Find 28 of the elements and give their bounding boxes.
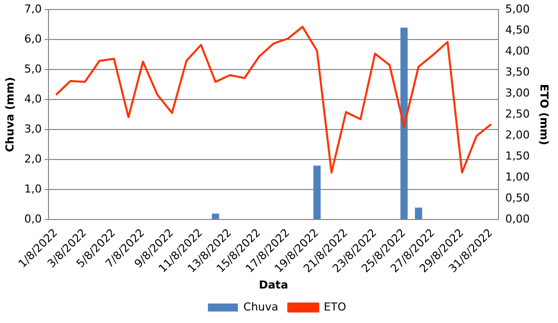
y-tick-label: 2,0 [24,152,42,166]
y-tick-label: 3,0 [24,122,42,136]
y-tick-label: 6,0 [24,32,42,46]
y2-tick-label: 0,00 [505,212,530,226]
y2-tick-label: 2,00 [505,128,530,142]
y2-tick-label: 0,50 [505,191,530,204]
y2-tick-label: 3,00 [505,86,530,100]
legend-label: ETO [324,300,346,314]
y-tick-label: 1,0 [24,182,42,196]
y2-tick-label: 1,00 [505,170,530,184]
y2-tick-label: 3,50 [505,65,530,78]
bar [414,208,422,220]
legend-label: Chuva [243,300,278,314]
bar [212,214,220,220]
y-axis-title: Chuva (mm) [3,77,16,152]
y-tick-label: 7,0 [24,2,42,16]
x-axis-title: Data [258,278,288,292]
y-tick-label: 4,0 [24,92,42,106]
bar [313,166,321,220]
y2-tick-label: 4,50 [505,23,530,36]
bar [400,28,408,220]
y2-axis-title: ETO (mm) [538,84,551,146]
y2-tick-label: 5,00 [505,2,530,16]
y2-tick-label: 4,00 [505,44,530,58]
y-tick-label: 0,0 [24,212,42,226]
y-tick-label: 5,0 [24,62,42,76]
y2-tick-label: 2,50 [505,107,530,120]
y2-tick-label: 1,50 [505,149,530,162]
